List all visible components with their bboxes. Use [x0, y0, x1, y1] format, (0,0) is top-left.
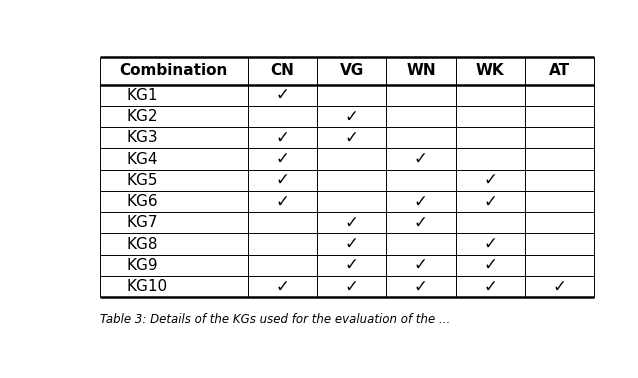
Text: Combination: Combination	[119, 64, 228, 78]
Text: AT: AT	[549, 64, 570, 78]
Text: ✓: ✓	[553, 277, 567, 296]
Text: ✓: ✓	[414, 150, 428, 168]
Text: KG1: KG1	[126, 88, 158, 103]
Text: ✓: ✓	[276, 129, 290, 147]
Text: KG9: KG9	[126, 258, 158, 273]
Text: ✓: ✓	[414, 214, 428, 232]
Text: ✓: ✓	[345, 129, 359, 147]
Text: ✓: ✓	[483, 171, 497, 189]
Text: ✓: ✓	[414, 277, 428, 296]
Text: ✓: ✓	[276, 171, 290, 189]
Text: ✓: ✓	[276, 86, 290, 104]
Text: ✓: ✓	[276, 150, 290, 168]
Text: WN: WN	[406, 64, 436, 78]
Text: ✓: ✓	[483, 277, 497, 296]
Text: Table 3: Details of the KGs used for the evaluation of the ...: Table 3: Details of the KGs used for the…	[100, 313, 450, 326]
Text: KG2: KG2	[126, 109, 158, 124]
Text: ✓: ✓	[345, 235, 359, 253]
Text: KG6: KG6	[126, 194, 158, 209]
Text: ✓: ✓	[414, 192, 428, 211]
Text: VG: VG	[339, 64, 364, 78]
Text: ✓: ✓	[483, 256, 497, 274]
Text: ✓: ✓	[483, 192, 497, 211]
Text: KG8: KG8	[126, 237, 158, 251]
Text: KG10: KG10	[126, 279, 167, 294]
Text: KG4: KG4	[126, 152, 158, 167]
Text: ✓: ✓	[483, 235, 497, 253]
Text: KG7: KG7	[126, 215, 158, 230]
Text: ✓: ✓	[414, 256, 428, 274]
Text: KG3: KG3	[126, 130, 158, 145]
Text: ✓: ✓	[345, 256, 359, 274]
Text: ✓: ✓	[276, 192, 290, 211]
Text: ✓: ✓	[345, 277, 359, 296]
Text: ✓: ✓	[345, 214, 359, 232]
Text: CN: CN	[271, 64, 294, 78]
Text: WK: WK	[476, 64, 505, 78]
Text: KG5: KG5	[126, 173, 158, 188]
Text: ✓: ✓	[276, 277, 290, 296]
Text: ✓: ✓	[345, 107, 359, 125]
